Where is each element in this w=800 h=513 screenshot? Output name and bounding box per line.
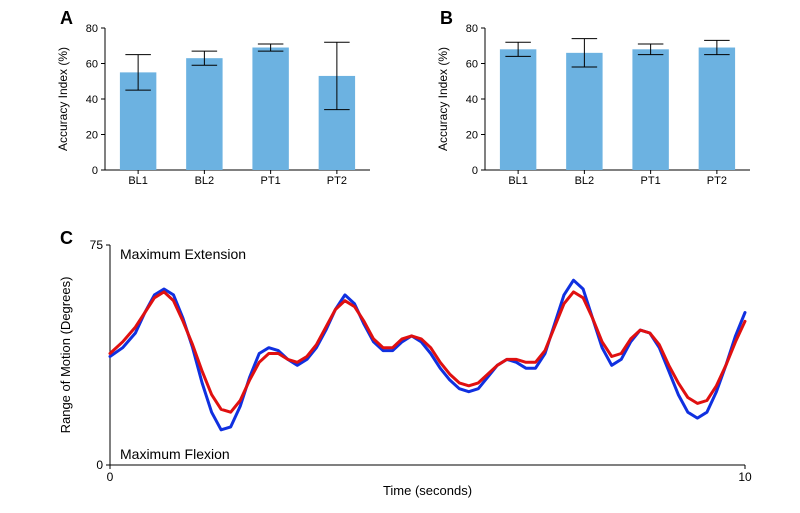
svg-text:Time (seconds): Time (seconds) — [383, 483, 472, 498]
svg-text:10: 10 — [738, 470, 752, 484]
svg-text:60: 60 — [86, 59, 98, 71]
bar-PT1 — [252, 48, 288, 170]
panel-b-chart: 0 20 40 60 80 Accuracy Index (%) BL1 BL2 PT1 PT2 — [430, 10, 760, 200]
svg-text:Maximum Extension: Maximum Extension — [120, 246, 246, 262]
svg-text:Accuracy Index (%): Accuracy Index (%) — [56, 47, 70, 151]
svg-text:20: 20 — [86, 130, 98, 142]
panel-a-chart: 0 20 40 60 80 Accuracy Index (%) BL1 BL2 PT1 PT2 — [50, 10, 380, 200]
svg-text:80: 80 — [466, 23, 478, 35]
svg-text:Range of Motion (Degrees): Range of Motion (Degrees) — [58, 277, 73, 434]
svg-text:BL2: BL2 — [195, 175, 215, 187]
svg-text:0: 0 — [92, 165, 98, 177]
svg-text:40: 40 — [466, 94, 478, 106]
svg-text:60: 60 — [466, 59, 478, 71]
bar-BL2 — [186, 58, 222, 170]
svg-text:20: 20 — [466, 130, 478, 142]
svg-text:BL1: BL1 — [128, 175, 148, 187]
svg-text:0: 0 — [472, 165, 478, 177]
series-blue — [110, 280, 745, 430]
svg-text:PT1: PT1 — [641, 175, 661, 187]
svg-text:80: 80 — [86, 23, 98, 35]
svg-text:PT2: PT2 — [327, 175, 347, 187]
svg-text:BL1: BL1 — [508, 175, 528, 187]
bar-BL2 — [566, 53, 602, 170]
panel-c-chart: 0 75 0 10 Range of Motion (Degrees) Time (sec… — [50, 230, 760, 500]
svg-text:Maximum Flexion: Maximum Flexion — [120, 446, 230, 462]
svg-text:Accuracy Index (%): Accuracy Index (%) — [436, 47, 450, 151]
svg-text:0: 0 — [107, 470, 114, 484]
bar-BL1 — [500, 49, 536, 170]
svg-text:0: 0 — [96, 458, 103, 472]
svg-text:40: 40 — [86, 94, 98, 106]
svg-text:PT1: PT1 — [261, 175, 281, 187]
svg-text:PT2: PT2 — [707, 175, 727, 187]
bar-PT1 — [632, 49, 668, 170]
svg-text:BL2: BL2 — [575, 175, 595, 187]
svg-text:75: 75 — [90, 238, 104, 252]
bar-PT2 — [699, 48, 735, 170]
